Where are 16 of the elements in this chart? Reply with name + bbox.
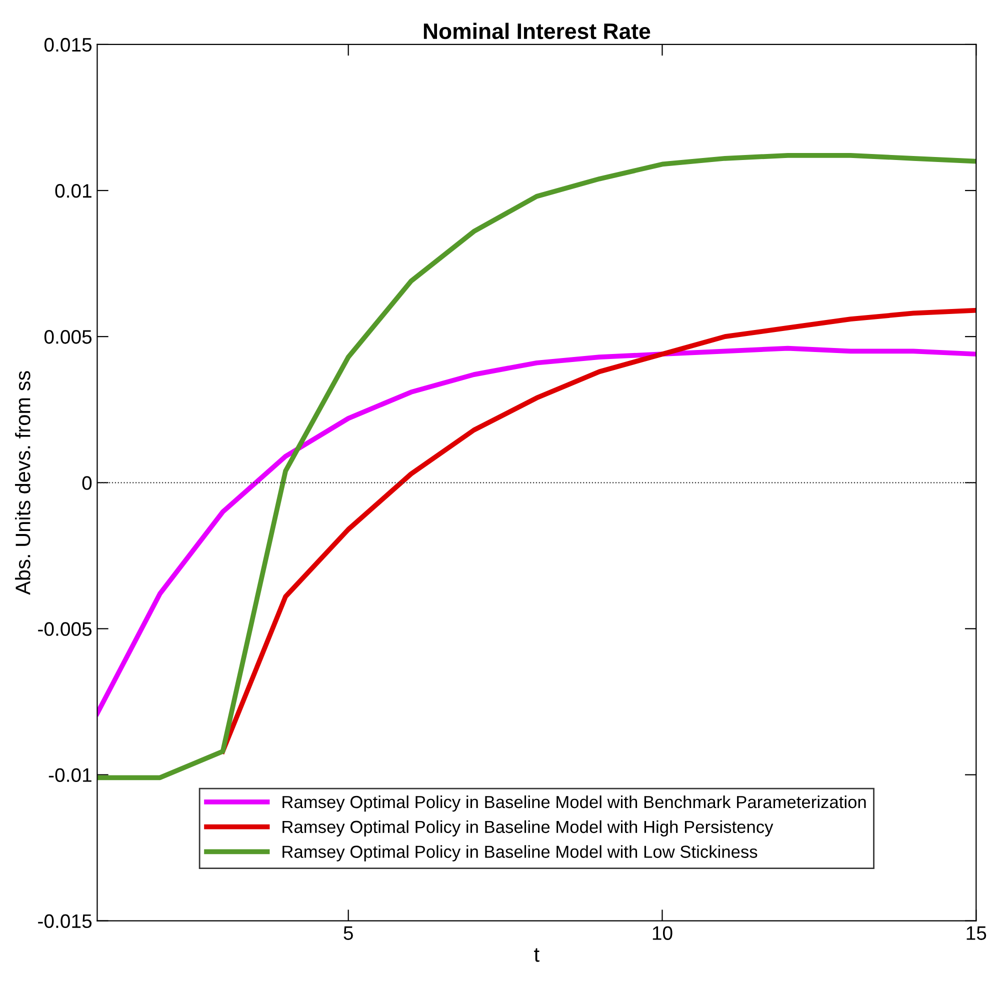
y-tick-label: 0 xyxy=(82,476,92,490)
y-axis-title: Abs. Units devs. from ss xyxy=(15,371,30,595)
x-tick-label: 5 xyxy=(344,926,353,940)
y-tick-label: 0.015 xyxy=(44,38,92,52)
x-tick-label: 15 xyxy=(966,926,986,940)
x-axis-title: t xyxy=(534,948,540,962)
y-tick-label: -0.005 xyxy=(38,622,92,636)
y-tick-label: 0.01 xyxy=(55,184,92,198)
legend-label: Ramsey Optimal Policy in Baseline Model with High Persistency xyxy=(282,820,774,837)
legend-label: Ramsey Optimal Policy in Baseline Model with Benchmark Parameterization xyxy=(282,795,866,812)
y-tick-label: 0.005 xyxy=(44,330,92,344)
y-tick-label: -0.015 xyxy=(38,914,92,928)
y-tick-label: -0.01 xyxy=(48,768,92,782)
x-tick-label: 10 xyxy=(652,926,672,940)
legend-label: Ramsey Optimal Policy in Baseline Model with Low Stickiness xyxy=(282,845,758,862)
chart-title: Nominal Interest Rate xyxy=(424,22,650,40)
